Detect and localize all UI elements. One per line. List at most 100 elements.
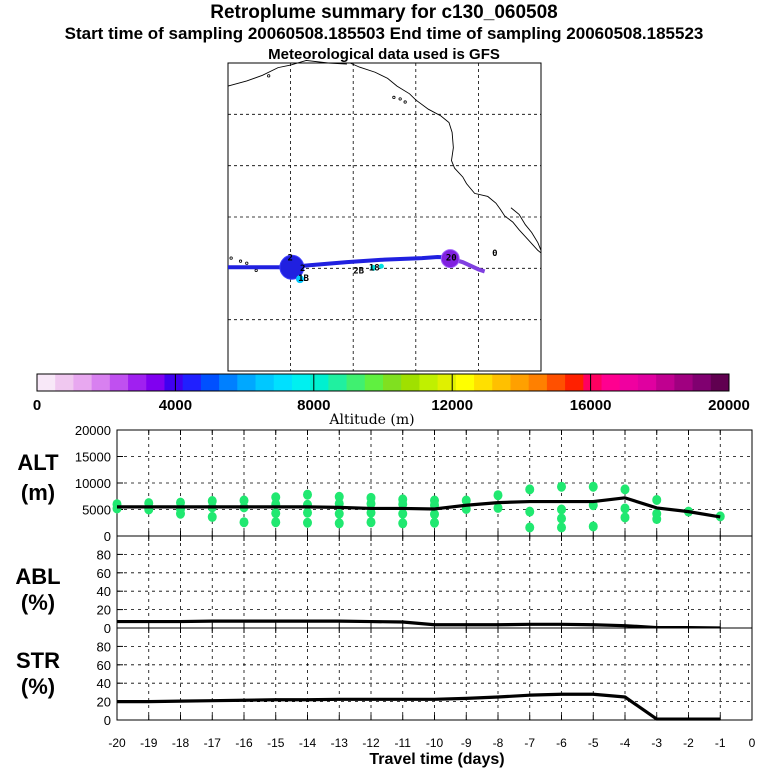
- altitude-dot: [398, 508, 408, 519]
- colorbar-swatch: [55, 374, 74, 391]
- x-tick-label: -9: [461, 736, 472, 750]
- map-alaska-coast: [227, 59, 347, 87]
- colorbar-swatch: [510, 374, 530, 391]
- altitude-dot: [239, 495, 249, 506]
- altitude-dot: [525, 484, 535, 495]
- x-tick-label: -6: [556, 736, 567, 750]
- colorbar-swatch: [109, 374, 129, 391]
- colorbar-swatch: [128, 374, 147, 391]
- x-tick-label: 0: [749, 736, 756, 750]
- colorbar-swatch: [437, 374, 457, 391]
- x-tick-label: -1: [715, 736, 726, 750]
- map-island: [245, 261, 249, 265]
- series-line: [117, 692, 721, 721]
- time-series-panels: 05000100001500020000ALT(m)020406080ABL(%…: [15, 423, 755, 768]
- altitude-dot: [303, 507, 312, 518]
- colorbar-swatch: [364, 374, 384, 391]
- panel-str: 0 20 40 60 80 STR(%): [16, 627, 753, 728]
- map-coastline: [349, 62, 542, 254]
- y-tick-label: 80: [97, 639, 111, 654]
- x-tick-label: -5: [588, 736, 599, 750]
- x-tick-label: -17: [204, 736, 222, 750]
- y-tick-label: 80: [97, 547, 111, 562]
- sampling-times: Start time of sampling 20060508.185503 E…: [64, 24, 704, 43]
- x-tick-label: -4: [620, 736, 631, 750]
- y-tick-label: 20: [97, 603, 111, 618]
- panel-abl: 0 20 40 60 80 ABL(%): [15, 535, 753, 636]
- x-tick-label: -3: [651, 736, 662, 750]
- map-island: [392, 95, 396, 99]
- x-axis-label: Travel time (days): [369, 751, 504, 768]
- y-tick-label: 40: [97, 584, 111, 599]
- altitude-colorbar: 0 4000 8000 12000 16000 20000 Altitude (m): [33, 373, 750, 428]
- series-line: [117, 619, 721, 630]
- panel-ylabel: ALT: [17, 450, 59, 475]
- altitude-dot: [525, 506, 535, 517]
- colorbar-tick-label: 0: [33, 397, 41, 414]
- colorbar-swatch: [328, 374, 348, 391]
- altitude-dot: [493, 502, 503, 513]
- x-tick-label: -10: [426, 736, 444, 750]
- x-tick-label: -2: [683, 736, 694, 750]
- map-island: [403, 100, 407, 104]
- y-tick-label: 0: [104, 621, 111, 636]
- map-island: [229, 256, 233, 260]
- y-tick-label: 15000: [75, 450, 111, 465]
- colorbar-swatch: [455, 374, 475, 391]
- colorbar-swatch: [146, 374, 165, 391]
- x-tick-label: -19: [140, 736, 158, 750]
- altitude-dot: [557, 504, 566, 515]
- colorbar-swatch: [674, 374, 694, 391]
- x-tick-label: -14: [299, 736, 317, 750]
- y-tick-label: 0: [104, 529, 111, 544]
- panel-ylabel: ABL: [15, 564, 60, 589]
- map-day-label: 1B: [298, 274, 309, 284]
- colorbar-swatch: [182, 374, 202, 391]
- x-tick-label: -18: [172, 736, 190, 750]
- map-day-label: 0: [492, 249, 497, 259]
- panel-ylabel: (%): [21, 590, 55, 615]
- map-island: [398, 97, 402, 101]
- map-day-label: 2: [300, 264, 305, 274]
- y-tick-label: 20000: [75, 423, 111, 438]
- altitude-dot: [525, 522, 535, 533]
- map-day-label: 2B: [353, 266, 364, 276]
- colorbar-tick-label: 8000: [297, 397, 330, 414]
- y-tick-label: 40: [97, 676, 111, 691]
- panel-ylabel: STR: [16, 648, 60, 673]
- altitude-dot: [207, 511, 217, 522]
- x-tick-label: -15: [267, 736, 285, 750]
- altitude-dot: [557, 481, 566, 492]
- altitude-dot: [430, 517, 439, 528]
- altitude-dot: [557, 522, 566, 533]
- colorbar-swatch: [474, 374, 493, 391]
- colorbar-swatch: [637, 374, 657, 391]
- colorbar-swatch: [492, 374, 511, 391]
- colorbar-swatch: [37, 374, 56, 391]
- y-tick-label: 5000: [82, 503, 111, 518]
- map-island: [238, 259, 243, 263]
- altitude-dot: [557, 513, 566, 524]
- colorbar-swatch: [91, 374, 111, 391]
- altitude-dot: [271, 517, 281, 528]
- colorbar-tick-label: 12000: [431, 397, 473, 414]
- y-tick-label: 0: [104, 713, 111, 728]
- colorbar-swatch: [528, 374, 548, 391]
- colorbar-swatch: [419, 374, 439, 391]
- altitude-dot: [334, 491, 344, 502]
- trajectory-bubble-small: [378, 263, 384, 269]
- colorbar-swatch: [346, 374, 366, 391]
- trajectory-bubble-large: [279, 254, 305, 280]
- altitude-dot: [588, 481, 598, 492]
- altitude-dot: [652, 514, 662, 525]
- series-line: [117, 496, 721, 519]
- colorbar-swatch: [619, 374, 639, 391]
- x-tick-label: -7: [524, 736, 535, 750]
- colorbar-swatch: [237, 374, 257, 391]
- x-tick-label: -11: [395, 736, 412, 750]
- panel-ylabel: (%): [21, 674, 55, 699]
- colorbar-swatch: [601, 374, 621, 391]
- altitude-dot: [303, 517, 312, 528]
- colorbar-swatch: [546, 374, 566, 391]
